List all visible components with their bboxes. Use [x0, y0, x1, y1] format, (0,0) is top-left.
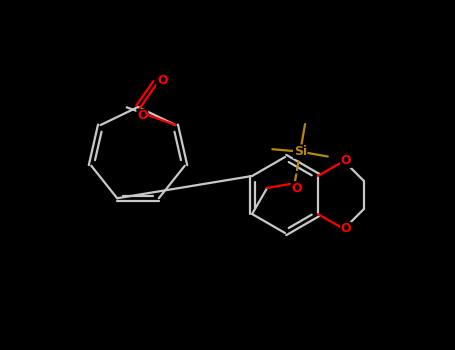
Text: Si: Si	[293, 145, 307, 158]
Text: O: O	[341, 154, 351, 168]
Text: O: O	[341, 223, 351, 236]
Text: O: O	[157, 74, 167, 87]
Text: O: O	[137, 109, 148, 122]
Text: O: O	[291, 182, 302, 195]
